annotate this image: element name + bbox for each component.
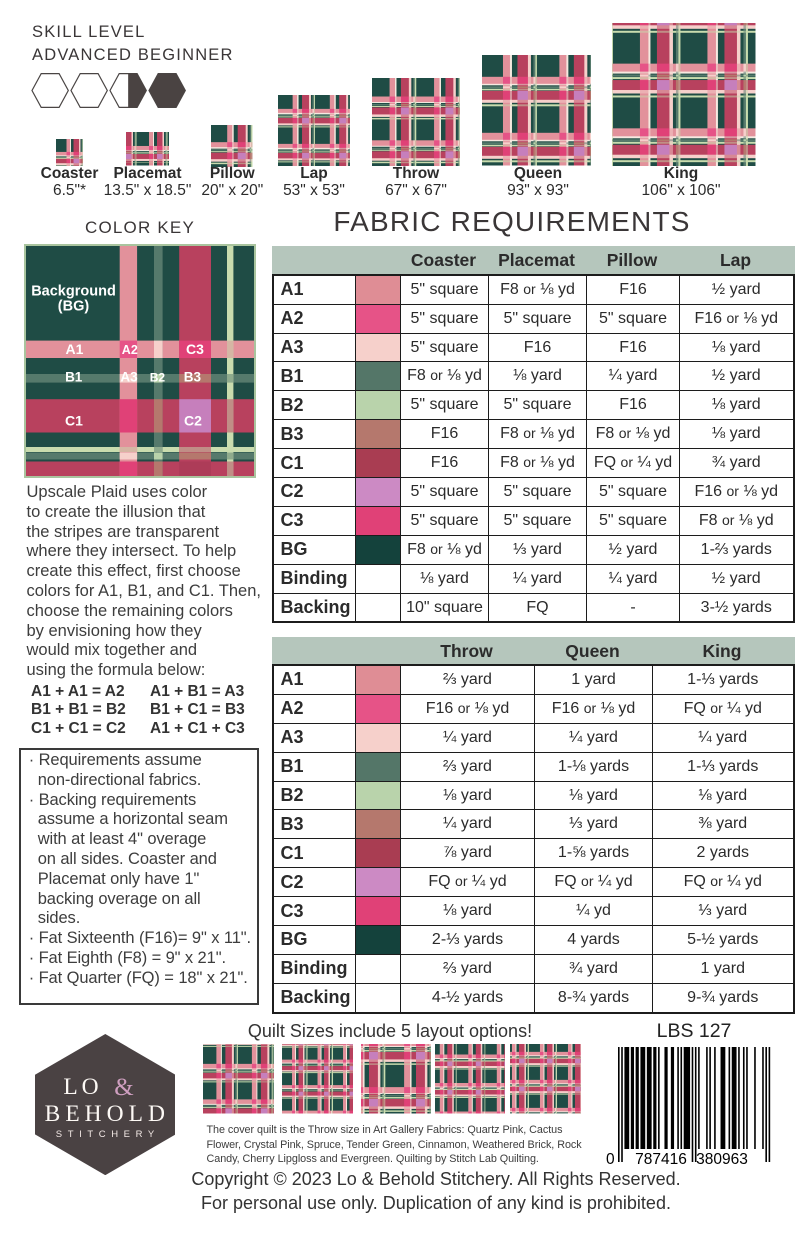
svg-text:(BG): (BG): [58, 299, 90, 315]
svg-text:380963: 380963: [696, 1151, 748, 1167]
svg-text:A1: A1: [66, 341, 84, 357]
svg-text:STITCHERY: STITCHERY: [55, 1129, 159, 1140]
svg-text:Background: Background: [31, 284, 116, 300]
svg-text:A2: A2: [122, 343, 138, 357]
svg-text:0: 0: [606, 1151, 615, 1167]
svg-text:B3: B3: [184, 369, 202, 384]
svg-text:C2: C2: [184, 412, 202, 428]
svg-text:A3: A3: [120, 369, 138, 384]
svg-text:B2: B2: [150, 370, 166, 384]
svg-text:&: &: [114, 1074, 133, 1101]
svg-text:B1: B1: [65, 369, 83, 384]
svg-text:C1: C1: [65, 412, 83, 428]
svg-text:LO: LO: [63, 1074, 102, 1100]
svg-text:787416: 787416: [635, 1151, 687, 1167]
svg-text:BEHOLD: BEHOLD: [44, 1101, 169, 1127]
svg-text:C3: C3: [186, 341, 204, 357]
